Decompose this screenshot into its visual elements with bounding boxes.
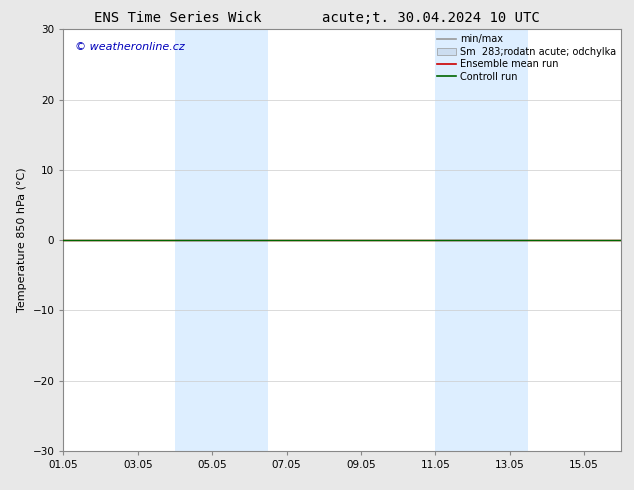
Text: acute;t. 30.04.2024 10 UTC: acute;t. 30.04.2024 10 UTC: [322, 11, 540, 25]
Y-axis label: Temperature 850 hPa (°C): Temperature 850 hPa (°C): [17, 168, 27, 313]
Bar: [175, 29, 268, 451]
Text: © weatheronline.cz: © weatheronline.cz: [75, 42, 184, 52]
Bar: [436, 29, 528, 451]
Legend: min/max, Sm  283;rodatn acute; odchylka, Ensemble mean run, Controll run: min/max, Sm 283;rodatn acute; odchylka, …: [435, 32, 618, 83]
Text: ENS Time Series Wick: ENS Time Series Wick: [94, 11, 261, 25]
